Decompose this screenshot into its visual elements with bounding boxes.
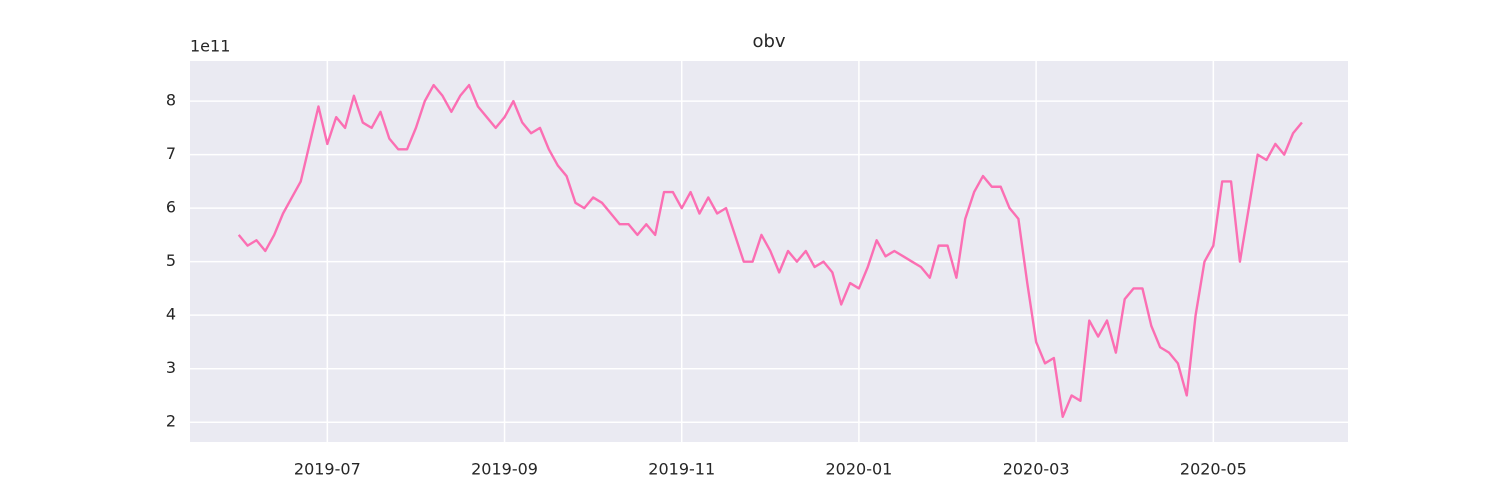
x-tick-label: 2019-09 xyxy=(471,460,538,479)
y-tick-label: 3 xyxy=(166,358,176,377)
y-tick-label: 6 xyxy=(166,198,176,217)
x-tick-label: 2019-07 xyxy=(294,460,361,479)
x-tick-label: 2020-03 xyxy=(1003,460,1070,479)
data-line xyxy=(237,83,1303,419)
plot-area xyxy=(190,61,1348,442)
x-tick-label: 2020-01 xyxy=(825,460,892,479)
x-tick-label: 2020-05 xyxy=(1180,460,1247,479)
y-tick-label: 5 xyxy=(166,251,176,270)
y-tick-label: 2 xyxy=(166,412,176,431)
chart-title: obv xyxy=(752,31,785,52)
y-tick-label: 4 xyxy=(166,305,176,324)
y-offset-label: 1e11 xyxy=(190,37,230,56)
y-tick-label: 7 xyxy=(166,144,176,163)
x-tick-label: 2019-11 xyxy=(648,460,715,479)
y-tick-label: 8 xyxy=(166,91,176,110)
